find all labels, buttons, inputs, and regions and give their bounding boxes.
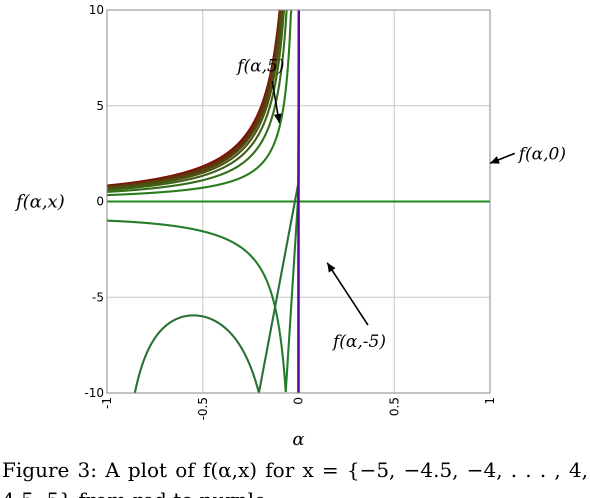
x-tick-label: 0 bbox=[292, 397, 306, 405]
x-axis-label: α bbox=[292, 429, 304, 450]
annotation-label-2: f(α,-5) bbox=[331, 332, 386, 352]
caption-text: Figure 3: A plot of f(α,x) for x = {−5, … bbox=[2, 458, 588, 498]
series-line-x-0.5 bbox=[106, 9, 300, 392]
series-line-x--2.5 bbox=[106, 9, 283, 189]
figure-caption: Figure 3: A plot of f(α,x) for x = {−5, … bbox=[2, 455, 588, 498]
series-line-x-1 bbox=[134, 9, 300, 394]
series-line-x--4.5 bbox=[106, 9, 281, 187]
series-line-x--2 bbox=[106, 9, 284, 190]
series-line-x--4 bbox=[106, 9, 282, 188]
annotation-label-1: f(α,0) bbox=[517, 144, 566, 164]
x-tick-label: -1 bbox=[100, 397, 114, 409]
annotation-arrowhead-0 bbox=[273, 113, 282, 123]
y-tick-label: 0 bbox=[96, 195, 104, 209]
annotation-arrowhead-1 bbox=[490, 156, 500, 164]
y-tick-label: 5 bbox=[96, 99, 104, 113]
curves bbox=[106, 9, 490, 394]
plot-frame bbox=[106, 9, 491, 394]
series-line-x--0.5 bbox=[106, 9, 293, 197]
x-tick-label: 1 bbox=[483, 397, 497, 405]
tick-labels: -10 -5 0 5 10 -1 -0.5 0 0.5 1 bbox=[84, 3, 497, 420]
y-tick-label: 10 bbox=[89, 3, 104, 17]
series-line-x--3 bbox=[106, 9, 282, 189]
annotation-arrow-2 bbox=[326, 262, 369, 326]
series-line-x--1.5 bbox=[106, 9, 286, 192]
series-line-x--3.5 bbox=[106, 9, 282, 188]
annotation-arrowhead-2 bbox=[327, 262, 336, 273]
x-tick-label: -0.5 bbox=[196, 397, 210, 420]
y-axis-label: f(α,x) bbox=[14, 192, 65, 213]
annotations: f(α,5) f(α,0) f(α,-5) bbox=[235, 56, 566, 352]
y-tick-label: -10 bbox=[84, 386, 104, 400]
series-line-x--1 bbox=[106, 9, 288, 193]
series-line-x--5 bbox=[106, 9, 281, 187]
y-tick-label: -5 bbox=[92, 290, 104, 304]
annotation-label-0: f(α,5) bbox=[235, 56, 284, 76]
x-tick-label: 0.5 bbox=[387, 397, 401, 416]
